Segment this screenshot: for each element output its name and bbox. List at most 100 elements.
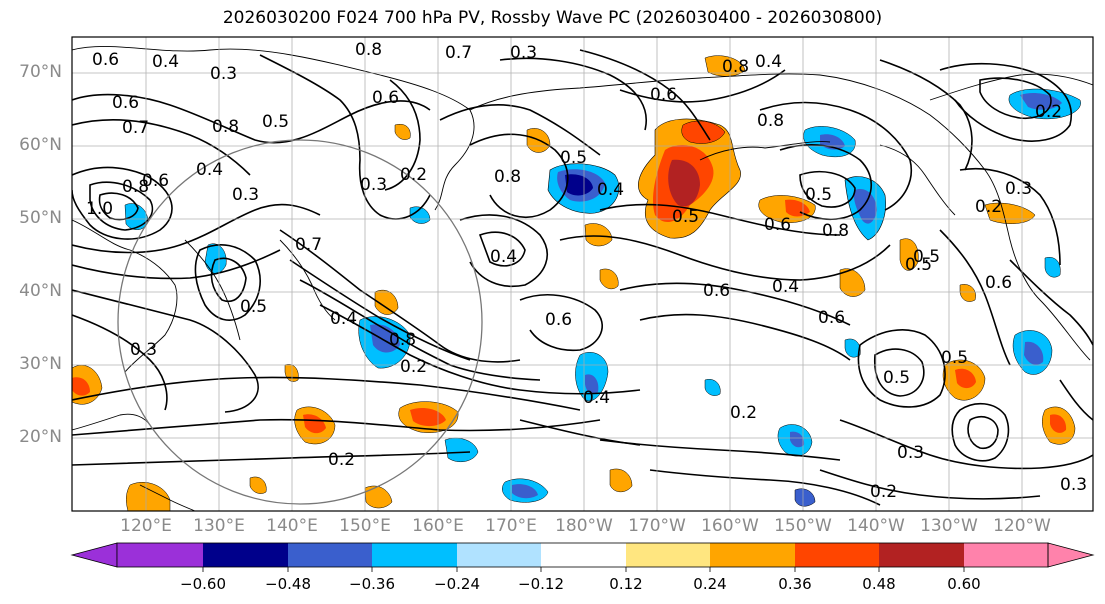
pv-contour bbox=[519, 419, 641, 446]
contour-label: 0.5 bbox=[883, 368, 910, 388]
pv-contour bbox=[499, 57, 647, 131]
lon-label: 170°E bbox=[485, 516, 537, 536]
pv-contour bbox=[649, 469, 881, 506]
pv-contour bbox=[384, 79, 421, 191]
anomaly-blob bbox=[899, 238, 919, 271]
lon-label: 140°W bbox=[847, 516, 905, 536]
pv-contour bbox=[619, 282, 851, 326]
anomaly-blob bbox=[853, 189, 877, 224]
lon-label: 150°E bbox=[339, 516, 391, 536]
contour-label: 0.6 bbox=[142, 171, 169, 191]
lon-label: 170°W bbox=[628, 516, 686, 536]
contour-label: 0.8 bbox=[122, 177, 149, 197]
lat-label: 40°N bbox=[19, 281, 62, 301]
colorbar-tick-label: 0.60 bbox=[947, 575, 981, 593]
contour-label: 0.5 bbox=[240, 297, 267, 317]
coastline bbox=[699, 141, 831, 161]
anomaly-blob bbox=[668, 159, 700, 207]
lat-label: 30°N bbox=[19, 354, 62, 374]
anomaly-blob bbox=[955, 368, 976, 389]
colorbar-extend-left bbox=[70, 542, 118, 568]
anomaly-blob bbox=[790, 431, 805, 448]
pv-contour bbox=[459, 214, 549, 287]
pv-contour bbox=[72, 119, 251, 176]
contour-label: 0.3 bbox=[897, 443, 924, 463]
chart-title: 2026030200 F024 700 hPa PV, Rossby Wave … bbox=[222, 8, 883, 28]
anomaly-blob bbox=[704, 379, 721, 396]
colorbar-tick-label: −0.60 bbox=[180, 575, 226, 593]
contour-label: 0.2 bbox=[400, 165, 427, 185]
pv-contour bbox=[299, 279, 541, 381]
colorbar-tick-label: −0.48 bbox=[265, 575, 311, 593]
contour-label: 0.5 bbox=[672, 207, 699, 227]
lon-label: 140°E bbox=[266, 516, 318, 536]
pv-contour bbox=[559, 235, 891, 281]
anomaly-blob bbox=[794, 488, 816, 507]
anomaly-blob bbox=[1024, 341, 1044, 365]
contour-label: 0.3 bbox=[1060, 475, 1087, 495]
contour-label: 0.4 bbox=[330, 309, 357, 329]
contour-label: 0.2 bbox=[975, 197, 1002, 217]
pv-contour bbox=[194, 244, 261, 321]
pv-contour bbox=[579, 49, 711, 141]
pv-contour bbox=[72, 314, 168, 411]
coastline bbox=[72, 413, 151, 431]
map-border bbox=[71, 36, 1094, 512]
colorbar bbox=[70, 542, 1095, 572]
contour-label: 0.8 bbox=[757, 111, 784, 131]
lat-label: 50°N bbox=[19, 208, 62, 228]
contour-label: 0.4 bbox=[152, 52, 179, 72]
pv-contour bbox=[279, 229, 521, 363]
pv-contour bbox=[72, 203, 321, 254]
contour-label: 0.6 bbox=[818, 308, 845, 328]
contour-label: 0.7 bbox=[295, 235, 322, 255]
contour-label: 0.3 bbox=[130, 340, 157, 360]
pv-contour bbox=[98, 192, 139, 221]
contour-label: 0.8 bbox=[212, 117, 239, 137]
pv-contour bbox=[879, 59, 973, 171]
contour-label: 0.5 bbox=[560, 148, 587, 168]
pv-contour bbox=[72, 249, 281, 280]
anomaly-blob bbox=[512, 484, 538, 499]
contour-label: 0.2 bbox=[730, 403, 757, 423]
pv-contour bbox=[759, 101, 912, 211]
contour-label: 0.3 bbox=[1005, 179, 1032, 199]
pv-contour bbox=[439, 104, 601, 156]
coastline bbox=[929, 73, 1093, 101]
pv-contour bbox=[72, 289, 259, 413]
contour-label: 0.4 bbox=[583, 388, 610, 408]
colorbar-segment bbox=[964, 543, 1048, 567]
colorbar-segment bbox=[203, 543, 288, 567]
lon-label: 160°W bbox=[701, 516, 759, 536]
contour-label: 0.5 bbox=[941, 348, 968, 368]
pv-contour bbox=[967, 416, 999, 450]
pv-contour bbox=[939, 229, 1011, 366]
coastline bbox=[72, 219, 178, 373]
anomaly-blob bbox=[704, 55, 746, 77]
colorbar-segment bbox=[541, 543, 626, 567]
contour-label: 0.8 bbox=[355, 40, 382, 60]
coastline bbox=[469, 73, 1091, 361]
pv-contour bbox=[1009, 259, 1093, 346]
pv-contour bbox=[874, 348, 925, 397]
anomaly-blob bbox=[959, 284, 976, 302]
map-content: 0.6 0.4 0.6 0.7 0.8 0.3 0.5 0.8 0.3 0.6 … bbox=[72, 37, 1093, 511]
colorbar-tick-label: −0.24 bbox=[434, 575, 480, 593]
colorbar-tick-label: 0.36 bbox=[778, 575, 812, 593]
anomaly-blob bbox=[303, 414, 326, 434]
contour-label: 0.4 bbox=[772, 277, 799, 297]
contour-label: 0.2 bbox=[870, 482, 897, 502]
contour-label: 0.4 bbox=[597, 180, 624, 200]
colorbar-segment bbox=[372, 543, 457, 567]
contour-label: 0.5 bbox=[905, 255, 932, 275]
anomaly-blob bbox=[585, 374, 599, 395]
colorbar-segment bbox=[457, 543, 541, 567]
contour-label: 0.3 bbox=[232, 185, 259, 205]
colorbar-segment bbox=[879, 543, 964, 567]
contour-label: 0.5 bbox=[913, 247, 940, 267]
pv-contour bbox=[289, 259, 471, 361]
lon-label: 120°W bbox=[993, 516, 1051, 536]
pv-contour bbox=[72, 166, 173, 240]
colorbar-tick-label: −0.12 bbox=[518, 575, 564, 593]
